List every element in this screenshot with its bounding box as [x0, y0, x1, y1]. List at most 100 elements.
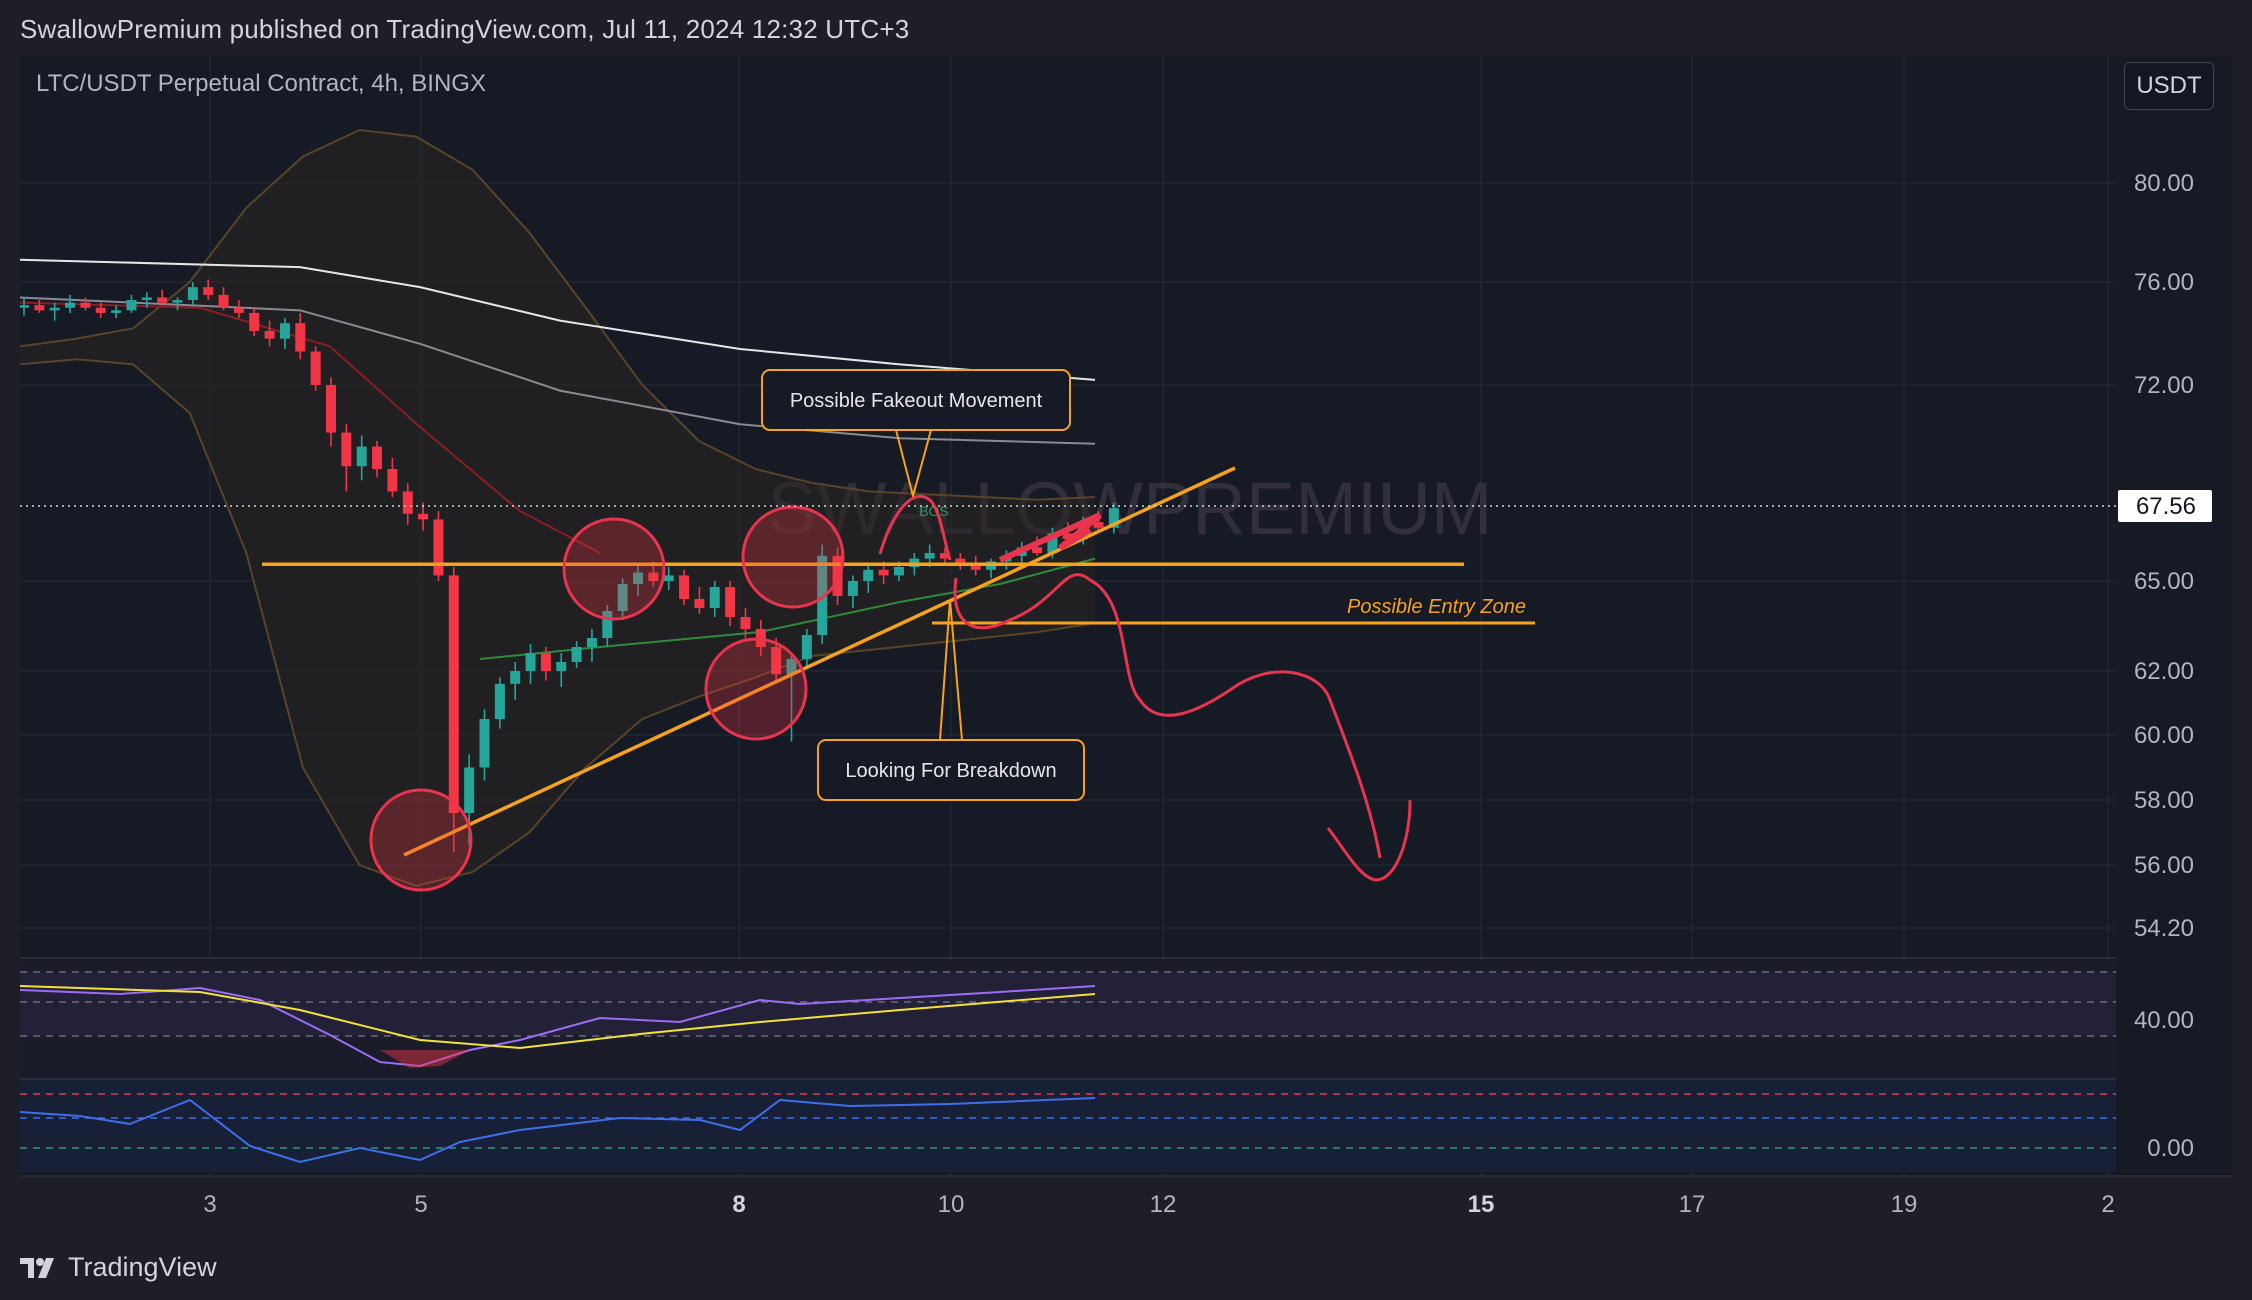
candle-24: [387, 469, 398, 492]
candle-47: [740, 617, 751, 629]
candle-40: [633, 572, 643, 584]
bollinger-upper: [20, 128, 1096, 501]
rsi-ma-line: [19, 985, 1096, 1050]
candle-42: [663, 575, 674, 581]
symbol-title: LTC/USDT Perpetual Contract, 4h, BINGX: [36, 70, 486, 97]
candle-27: [433, 519, 444, 576]
y-tick-0: 80.00: [2134, 170, 2194, 197]
candle-4: [80, 302, 91, 308]
fakeout-hand-path: [878, 494, 952, 561]
candle-8: [141, 297, 152, 301]
breakdown-arrow-head: [1326, 799, 1412, 882]
y-tick-3: 65.00: [2134, 568, 2194, 595]
candle-53: [832, 555, 843, 596]
tradingview-logo-icon: [20, 1257, 54, 1278]
candle-29: [464, 767, 475, 813]
candle-71: [1108, 508, 1119, 528]
candle-30: [479, 719, 490, 768]
ma-fast-red: [20, 301, 601, 554]
candle-22: [356, 446, 367, 467]
y-tick-2: 72.00: [2134, 372, 2194, 399]
rsi-oversold-fill: [380, 1050, 470, 1068]
candle-10: [172, 300, 183, 303]
candle-34: [540, 653, 551, 671]
x-tick-3: 10: [938, 1191, 965, 1218]
candle-31: [494, 683, 505, 719]
highlight-circle-1: [562, 517, 666, 621]
x-tick-6: 17: [1679, 1191, 1706, 1218]
candle-1: [34, 305, 45, 311]
y-tick-5: 60.00: [2134, 722, 2194, 749]
fakeout-callout-label: Possible Fakeout Movement: [790, 390, 1043, 412]
last-price-value: 67.56: [2136, 493, 2196, 520]
candle-16: [264, 330, 275, 339]
bollinger-fill: [20, 130, 1095, 886]
candle-38: [602, 611, 613, 638]
candle-21: [341, 432, 352, 467]
candle-25: [402, 491, 413, 514]
candle-46: [725, 587, 736, 617]
candle-5: [95, 307, 106, 313]
x-tick-8: 2: [2101, 1191, 2114, 1218]
candle-45: [709, 587, 720, 608]
candle-66: [1032, 547, 1043, 553]
y-tick-6: 58.00: [2134, 787, 2194, 814]
candle-13: [218, 294, 229, 308]
fakeout-callout-box: [761, 369, 1071, 431]
candle-23: [372, 446, 383, 469]
annotations: Possible Entry Zone Possible Fakeout Move…: [20, 369, 2116, 892]
candle-2: [49, 307, 60, 311]
candle-60: [940, 553, 950, 559]
candle-35: [556, 662, 567, 671]
candle-32: [510, 671, 521, 684]
candle-6: [111, 310, 122, 313]
highlight-circle-0: [369, 788, 473, 892]
breakdown-pointer: [939, 599, 963, 741]
candle-36: [571, 647, 582, 662]
osc-tick: 0.00: [2147, 1135, 2194, 1162]
breakdown-callout-label: Looking For Breakdown: [845, 760, 1056, 782]
uptrend-arrow: [998, 512, 1102, 563]
candle-18: [295, 323, 306, 352]
last-price-tag: [2118, 490, 2212, 522]
candle-55: [863, 569, 874, 581]
x-tick-2: 8: [732, 1191, 745, 1218]
candle-7: [126, 300, 137, 311]
y-tick-8: 54.20: [2134, 915, 2194, 942]
candle-51: [801, 635, 812, 659]
x-tick-7: 19: [1891, 1191, 1918, 1218]
rsi-pane-bg: [20, 960, 2116, 1078]
candle-62: [970, 564, 981, 570]
tradingview-brand: TradingView: [68, 1252, 217, 1282]
bollinger-lower: [20, 358, 1096, 888]
candle-26: [418, 513, 429, 520]
candle-41: [648, 572, 659, 581]
candle-12: [203, 287, 214, 295]
entry-zone-label: Possible Entry Zone: [1347, 596, 1526, 618]
fakeout-pointer: [895, 429, 932, 500]
oscillator-line: [19, 1097, 1096, 1164]
tradingview-logo[interactable]: TradingView: [20, 1252, 217, 1283]
candle-11: [187, 287, 198, 301]
candle-56: [878, 569, 889, 576]
top-bar: SwallowPremium published on TradingView.…: [0, 0, 2252, 56]
candle-67: [1047, 533, 1058, 553]
rsi-band: [20, 972, 2116, 1036]
candle-44: [694, 599, 705, 608]
candle-17: [279, 323, 290, 339]
ascending-trendline: [403, 466, 1236, 857]
currency-button[interactable]: USDT: [2124, 62, 2214, 110]
footer: [0, 1236, 2252, 1300]
bos-label: BOS: [919, 503, 949, 519]
candle-52: [817, 555, 828, 635]
rsi-tick: 40.00: [2134, 1007, 2194, 1034]
published-caption: SwallowPremium published on TradingView.…: [20, 14, 910, 44]
candle-70: [1093, 522, 1104, 528]
candle-15: [249, 312, 260, 331]
y-tick-1: 76.00: [2134, 269, 2194, 296]
candle-57: [893, 567, 904, 576]
ma-slow-white: [20, 258, 1096, 381]
highlight-circle-3: [741, 505, 845, 609]
candle-9: [157, 297, 168, 303]
